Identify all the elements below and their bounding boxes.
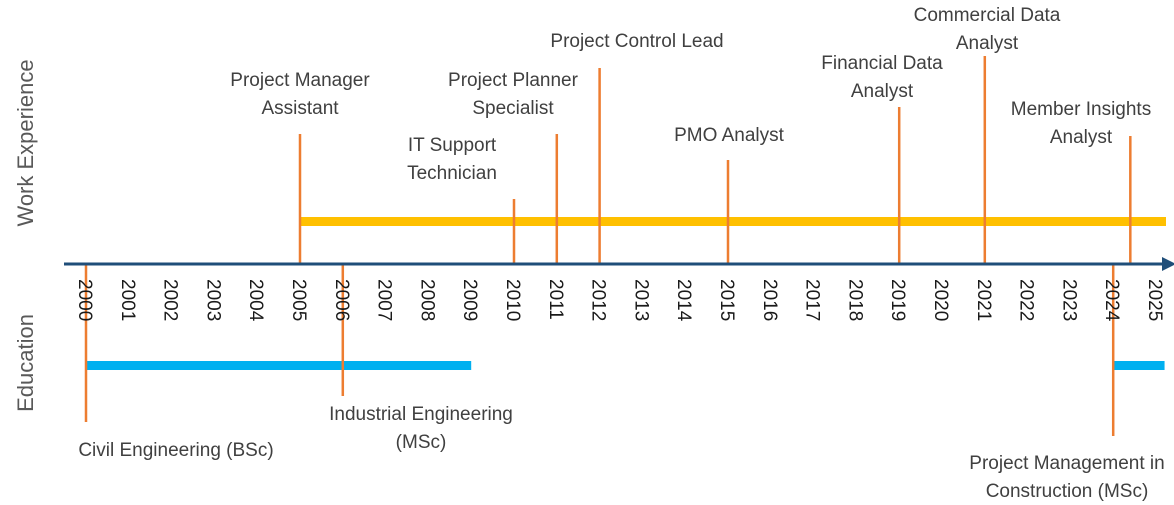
education-section-label: Education [13, 314, 38, 412]
work-experience-section-label: Work Experience [13, 59, 38, 226]
year-label-2005: 2005 [288, 279, 309, 321]
axis-arrowhead [1162, 257, 1174, 271]
year-label-2016: 2016 [759, 279, 780, 321]
work-event-label-1: Project Manager Assistant [230, 70, 370, 119]
span-bars [86, 217, 1166, 370]
education-span-bar-1 [86, 361, 472, 370]
year-label-2014: 2014 [673, 279, 694, 322]
work-event-label-6: Financial Data Analyst [821, 53, 943, 102]
year-label-2023: 2023 [1058, 279, 1079, 321]
year-label-2018: 2018 [844, 279, 865, 321]
year-label-2002: 2002 [160, 279, 181, 321]
year-label-2019: 2019 [887, 279, 908, 321]
year-label-2025: 2025 [1144, 279, 1165, 321]
year-label-2000: 2000 [74, 279, 95, 321]
education-event-label-2: Industrial Engineering (MSc) [329, 404, 513, 453]
year-label-2022: 2022 [1016, 279, 1037, 321]
work-event-label-4: Project Control Lead [550, 31, 723, 52]
work-event-label-5: PMO Analyst [674, 125, 785, 146]
year-label-2024: 2024 [1101, 279, 1122, 322]
year-label-2020: 2020 [930, 279, 951, 321]
year-label-2021: 2021 [973, 279, 994, 321]
year-label-2012: 2012 [588, 279, 609, 321]
year-label-2007: 2007 [374, 279, 395, 321]
year-label-2013: 2013 [630, 279, 651, 321]
timeline-axis [64, 257, 1174, 271]
year-label-2010: 2010 [502, 279, 523, 321]
year-label-2004: 2004 [245, 279, 266, 322]
year-label-2006: 2006 [331, 279, 352, 321]
year-label-2003: 2003 [202, 279, 223, 321]
year-label-2008: 2008 [416, 279, 437, 321]
year-label-2015: 2015 [716, 279, 737, 321]
work-event-label-3: Project Planner Specialist [448, 70, 579, 119]
work-event-label-2: IT Support Technician [407, 135, 497, 184]
work-event-label-7: Commercial Data Analyst [914, 5, 1061, 54]
event-labels: Project Manager Assistant IT Support Techni… [78, 5, 1164, 502]
year-label-2009: 2009 [459, 279, 480, 321]
education-event-label-1: Civil Engineering (BSc) [78, 440, 273, 461]
year-label-2001: 2001 [117, 279, 138, 321]
education-span-bar-2 [1113, 361, 1165, 370]
work-event-label-8: Member Insights Analyst [1011, 99, 1151, 148]
year-label-2017: 2017 [802, 279, 823, 321]
work-span-bar [300, 217, 1166, 226]
year-labels: 2000 2001 2002 2003 2004 2005 2006 2007 2008 2009… [74, 279, 1165, 322]
education-event-label-3: Project Management in Construction (MSc) [969, 453, 1164, 502]
year-label-2011: 2011 [545, 279, 566, 320]
event-markers [84, 56, 1132, 436]
